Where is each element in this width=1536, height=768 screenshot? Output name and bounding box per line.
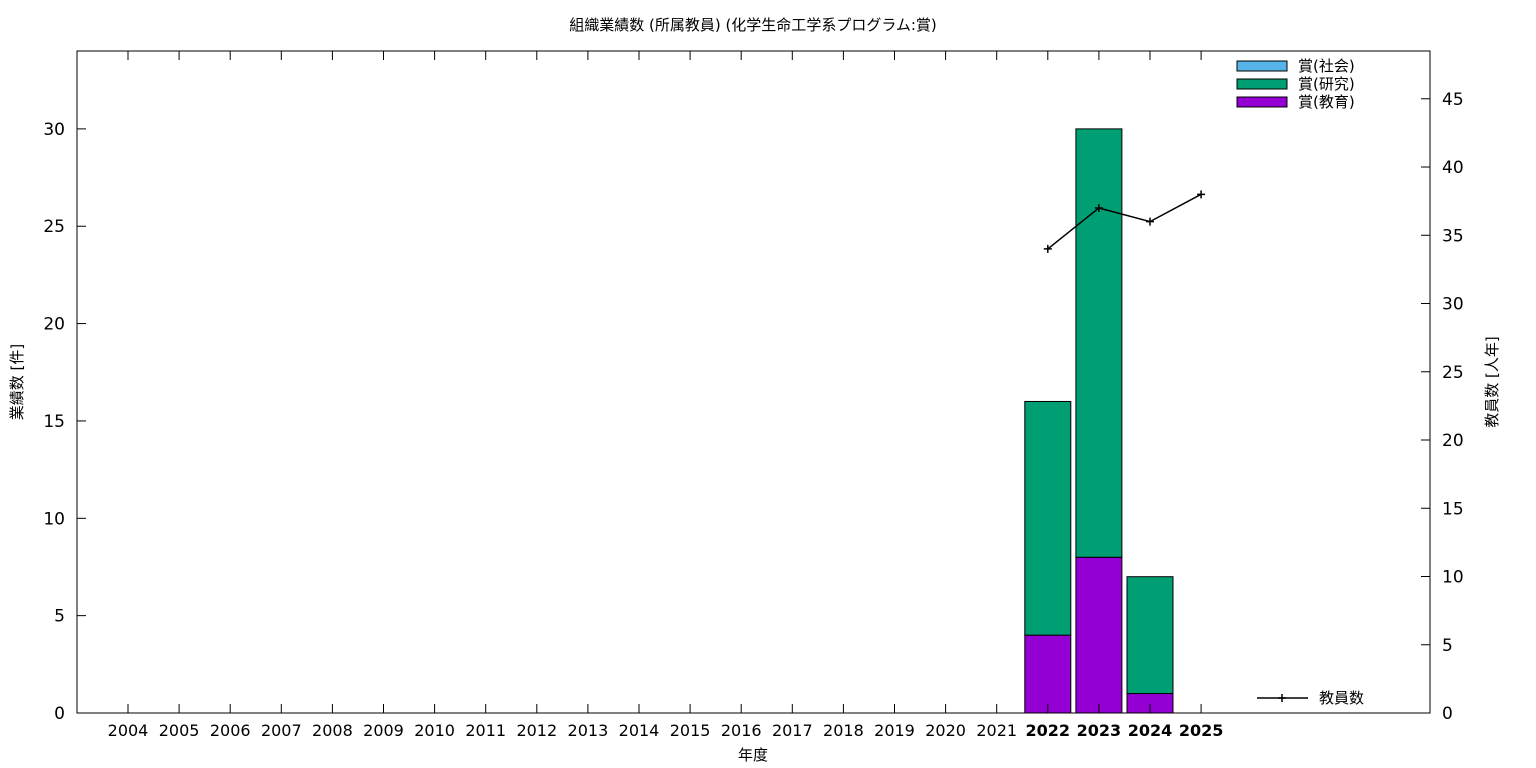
bar-2024-series-1 [1126, 576, 1174, 695]
line-point-2022 [1043, 244, 1052, 253]
x-tick-label: 2022 [1026, 721, 1071, 740]
legend-line-label: 教員数 [1319, 689, 1364, 707]
legend-swatch [1236, 96, 1288, 108]
x-tick-label: 2014 [619, 721, 660, 740]
chart-title: 組織業績数 (所属教員) (化学生命工学系プログラム:賞) [569, 16, 937, 34]
x-tick-label: 2020 [925, 721, 966, 740]
x-tick-label: 2015 [670, 721, 711, 740]
x-axis-label: 年度 [738, 746, 768, 764]
x-tick-label: 2006 [210, 721, 251, 740]
bar-2022-series-1 [1024, 400, 1072, 636]
x-tick-label: 2018 [823, 721, 864, 740]
line-point-2024 [1146, 217, 1154, 226]
x-tick-label: 2016 [721, 721, 762, 740]
y2-tick-label: 35 [1442, 226, 1464, 246]
legend-label: 賞(研究) [1298, 75, 1355, 93]
y2-tick-label: 25 [1442, 363, 1464, 383]
legend-label: 賞(社会) [1298, 57, 1355, 75]
y2-tick-label: 10 [1442, 568, 1464, 588]
y-tick-label: 15 [43, 412, 65, 432]
x-tick-label: 2008 [312, 721, 353, 740]
x-tick-label: 2004 [108, 721, 149, 740]
legend-line-marker [1278, 694, 1286, 702]
plot-frame [76, 50, 1431, 714]
x-tick-label: 2023 [1077, 721, 1122, 740]
x-tick-label: 2021 [976, 721, 1017, 740]
y2-tick-label: 40 [1442, 158, 1464, 178]
y2-tick-label: 0 [1442, 704, 1453, 724]
x-tick-label: 2019 [874, 721, 915, 740]
y-tick-label: 20 [43, 315, 65, 335]
y-axis-label: 業績数 [件] [8, 344, 26, 420]
y2-tick-label: 5 [1442, 636, 1453, 656]
y-tick-label: 25 [43, 217, 65, 237]
y2-tick-label: 45 [1442, 90, 1464, 110]
y2-tick-label: 30 [1442, 295, 1464, 315]
x-tick-label: 2025 [1179, 721, 1224, 740]
y-tick-label: 10 [43, 509, 65, 529]
y2-axis-label: 教員数 [人年] [1483, 336, 1501, 427]
y2-tick-label: 15 [1442, 499, 1464, 519]
legend-label: 賞(教育) [1298, 93, 1355, 111]
y2-tick-label: 20 [1442, 431, 1464, 451]
y-tick-label: 5 [54, 607, 65, 627]
x-tick-label: 2013 [568, 721, 609, 740]
x-tick-label: 2024 [1128, 721, 1173, 740]
line-faculty-count [1047, 193, 1202, 250]
line-point-2023 [1094, 203, 1103, 212]
line-point-2025 [1197, 190, 1206, 199]
x-tick-label: 2009 [363, 721, 404, 740]
x-tick-label: 2011 [465, 721, 506, 740]
bar-2022-series-0 [1024, 634, 1072, 714]
legend-swatch [1236, 78, 1288, 90]
bar-2023-series-1 [1075, 128, 1123, 558]
x-tick-label: 2010 [414, 721, 455, 740]
x-tick-label: 2017 [772, 721, 813, 740]
x-tick-label: 2012 [516, 721, 557, 740]
x-tick-label: 2007 [261, 721, 302, 740]
bar-2023-series-0 [1075, 556, 1123, 714]
y-tick-label: 30 [43, 120, 65, 140]
x-tick-label: 2005 [159, 721, 200, 740]
legend-swatch [1236, 60, 1288, 72]
y-tick-label: 0 [54, 704, 65, 724]
